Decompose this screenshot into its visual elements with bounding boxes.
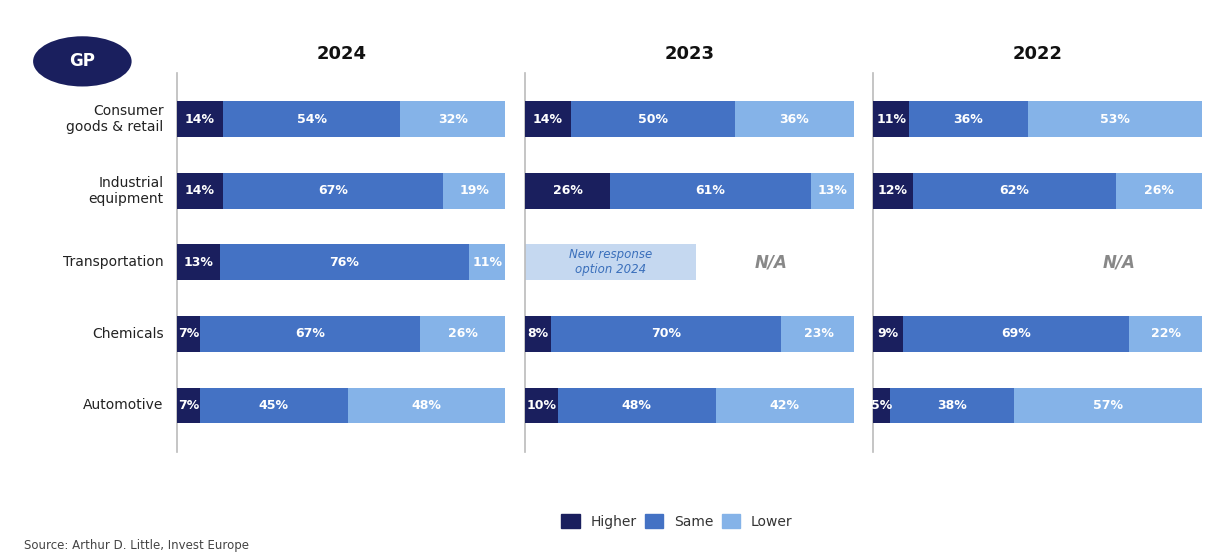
Bar xyxy=(571,101,736,137)
Bar xyxy=(223,173,443,209)
Text: 10%: 10% xyxy=(527,399,556,412)
Text: 32%: 32% xyxy=(438,113,467,126)
Bar xyxy=(525,316,551,352)
Bar xyxy=(1027,101,1202,137)
Bar xyxy=(525,101,571,137)
Text: 48%: 48% xyxy=(622,399,651,412)
Bar xyxy=(220,244,470,280)
Bar xyxy=(470,244,505,280)
Bar xyxy=(200,388,348,424)
FancyBboxPatch shape xyxy=(525,244,695,280)
Text: 53%: 53% xyxy=(1099,113,1130,126)
Text: 14%: 14% xyxy=(185,113,215,126)
Bar xyxy=(913,173,1116,209)
Bar xyxy=(420,316,505,352)
Text: 54%: 54% xyxy=(296,113,327,126)
Text: 22%: 22% xyxy=(1150,328,1181,340)
Bar xyxy=(874,388,889,424)
Text: 50%: 50% xyxy=(638,113,669,126)
Bar xyxy=(400,101,505,137)
Text: 7%: 7% xyxy=(178,328,199,340)
Bar xyxy=(874,101,909,137)
Text: 7%: 7% xyxy=(178,399,199,412)
Bar xyxy=(177,173,223,209)
Text: 9%: 9% xyxy=(877,328,899,340)
Title: 2022: 2022 xyxy=(1013,45,1063,62)
Title: 2024: 2024 xyxy=(316,45,366,62)
Bar xyxy=(1130,316,1202,352)
Bar xyxy=(1116,173,1202,209)
Bar xyxy=(1015,388,1202,424)
Text: 12%: 12% xyxy=(878,184,908,197)
Bar xyxy=(558,388,716,424)
Text: 11%: 11% xyxy=(472,256,503,269)
Bar xyxy=(177,101,223,137)
Text: 36%: 36% xyxy=(954,113,983,126)
Bar xyxy=(348,388,505,424)
Bar xyxy=(223,101,400,137)
Title: 2023: 2023 xyxy=(665,45,714,62)
Text: 67%: 67% xyxy=(318,184,348,197)
Text: 23%: 23% xyxy=(804,328,834,340)
Bar xyxy=(177,244,220,280)
Text: 45%: 45% xyxy=(259,399,289,412)
Text: 57%: 57% xyxy=(1093,399,1124,412)
Text: 14%: 14% xyxy=(185,184,215,197)
Text: N/A: N/A xyxy=(755,253,788,271)
Text: 69%: 69% xyxy=(1002,328,1031,340)
Text: 76%: 76% xyxy=(329,256,360,269)
Text: 42%: 42% xyxy=(770,399,799,412)
Bar xyxy=(736,101,854,137)
Text: 19%: 19% xyxy=(459,184,489,197)
Bar xyxy=(903,316,1130,352)
Bar xyxy=(874,173,913,209)
Text: 13%: 13% xyxy=(817,184,847,197)
Text: 5%: 5% xyxy=(871,399,892,412)
Legend: Higher, Same, Lower: Higher, Same, Lower xyxy=(556,509,798,535)
Text: N/A: N/A xyxy=(1103,253,1136,271)
Bar xyxy=(200,316,420,352)
Bar xyxy=(874,316,903,352)
Ellipse shape xyxy=(33,36,132,86)
Bar xyxy=(889,388,1015,424)
Text: GP: GP xyxy=(70,52,95,70)
Text: 61%: 61% xyxy=(695,184,726,197)
Bar xyxy=(781,316,856,352)
Text: 26%: 26% xyxy=(553,184,583,197)
Text: 26%: 26% xyxy=(448,328,477,340)
Bar xyxy=(525,388,558,424)
Text: 38%: 38% xyxy=(937,399,967,412)
Bar xyxy=(177,388,200,424)
Text: 36%: 36% xyxy=(780,113,809,126)
Bar xyxy=(551,316,781,352)
Text: Source: Arthur D. Little, Invest Europe: Source: Arthur D. Little, Invest Europe xyxy=(24,540,249,552)
Text: 48%: 48% xyxy=(411,399,442,412)
Text: 8%: 8% xyxy=(527,328,549,340)
Bar xyxy=(525,173,610,209)
Bar xyxy=(443,173,505,209)
Text: 11%: 11% xyxy=(876,113,906,126)
Bar xyxy=(811,173,854,209)
Text: 62%: 62% xyxy=(999,184,1030,197)
Bar xyxy=(177,316,200,352)
Text: 14%: 14% xyxy=(533,113,564,126)
Text: 13%: 13% xyxy=(183,256,214,269)
Text: 67%: 67% xyxy=(295,328,325,340)
Bar xyxy=(909,101,1027,137)
Bar xyxy=(610,173,811,209)
Text: 26%: 26% xyxy=(1144,184,1174,197)
Bar xyxy=(716,388,854,424)
Text: New response
option 2024: New response option 2024 xyxy=(569,248,653,276)
Text: 70%: 70% xyxy=(651,328,681,340)
